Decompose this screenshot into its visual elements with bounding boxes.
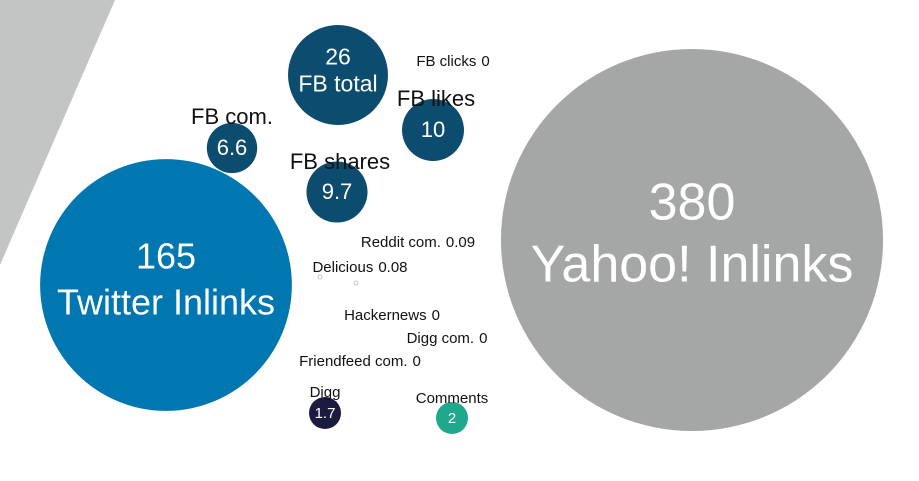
bubble	[306, 161, 368, 223]
bubble-value: 9.7	[322, 179, 353, 204]
bubble	[309, 397, 341, 429]
bubble	[288, 25, 388, 125]
bubble-name: Comments	[416, 390, 489, 407]
background-shape	[0, 0, 115, 265]
bubble-label: Hackernews 0	[344, 307, 440, 324]
bubble-value: 0	[479, 330, 487, 347]
bubble-value: 0.08	[378, 259, 407, 276]
bubble-name: Delicious	[312, 259, 373, 276]
bubble	[500, 48, 884, 432]
bubble-name: FB total	[298, 71, 377, 97]
bubble-name: FB shares	[290, 149, 390, 174]
bubble-value: 26	[325, 44, 351, 70]
bubble-name: Twitter Inlinks	[57, 282, 275, 323]
bubble	[40, 159, 292, 411]
bubble-name: Friendfeed com.	[299, 353, 407, 370]
bubble-name: Yahoo! Inlinks	[531, 236, 854, 294]
bubble-value: 0	[413, 353, 421, 370]
bubble-name: FB com.	[191, 104, 273, 129]
bubble	[317, 274, 323, 280]
bubble	[206, 122, 258, 174]
bubble-label: Digg com. 0	[407, 330, 488, 347]
bubble-value: 380	[649, 174, 736, 232]
bubble	[353, 280, 359, 286]
bubble	[436, 402, 468, 434]
bubble-name: Digg com.	[407, 330, 475, 347]
bubble-name: FB likes	[397, 86, 475, 111]
bubble-label: FB clicks 0	[416, 53, 489, 70]
bubble-value: 0	[481, 53, 489, 70]
bubble-value: 1.7	[315, 405, 336, 422]
bubble-value: 6.6	[217, 135, 248, 160]
bubble-value: 10	[421, 117, 445, 142]
bubble-label: Delicious 0.08	[312, 259, 407, 276]
bubble-name: Hackernews	[344, 307, 427, 324]
bubble-value: 0	[432, 307, 440, 324]
bubble	[402, 99, 464, 161]
bubble-name: Digg	[310, 384, 341, 401]
bubble-label: Reddit com. 0.09	[361, 234, 475, 251]
bubble-name: Reddit com.	[361, 234, 441, 251]
bubble-value: 165	[136, 236, 196, 277]
bubble-value: 2	[448, 410, 456, 427]
bubble-value: 0.09	[446, 234, 475, 251]
bubble-label: Friendfeed com. 0	[299, 353, 421, 370]
bubble-name: FB clicks	[416, 53, 476, 70]
